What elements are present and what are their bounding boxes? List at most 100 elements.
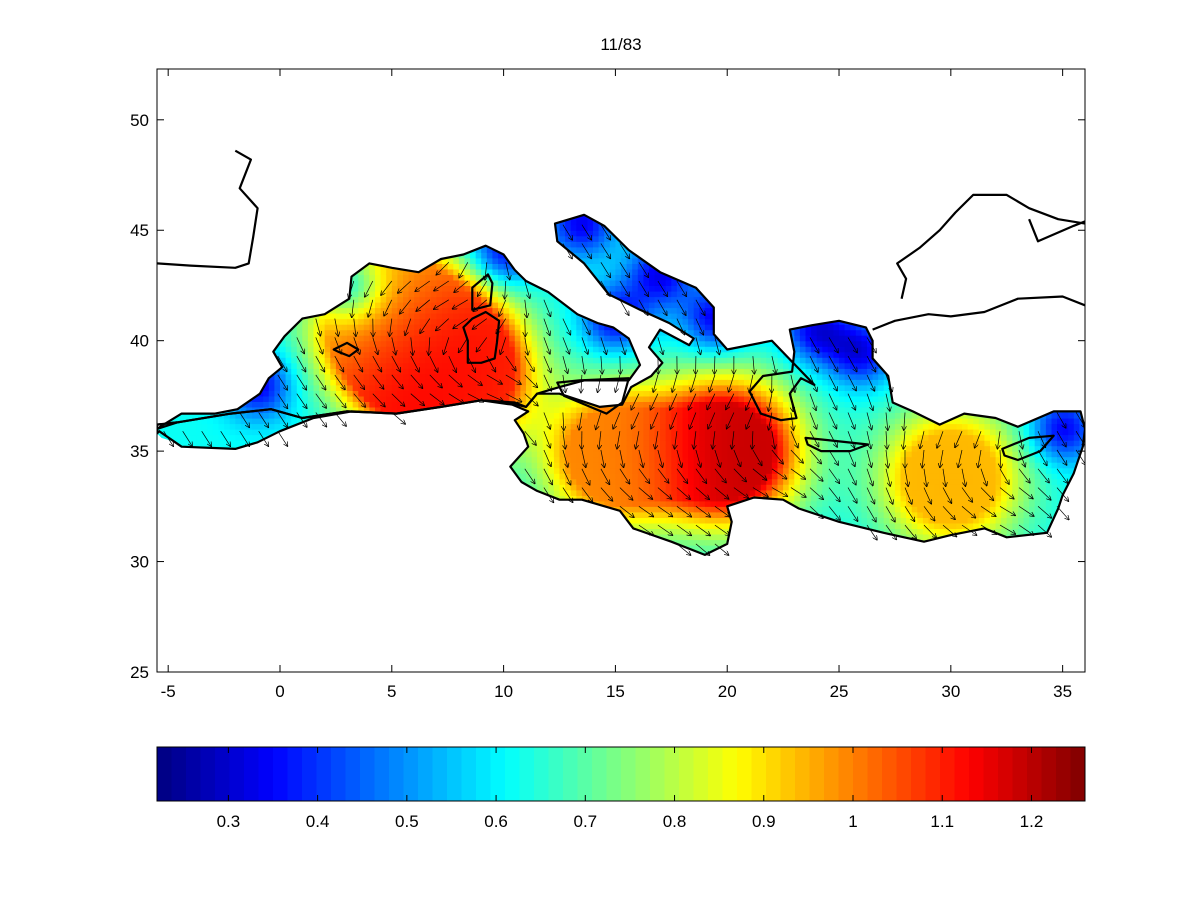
- field-cell: [542, 329, 549, 336]
- field-cell: [481, 279, 488, 286]
- field-cell: [296, 401, 303, 408]
- field-cell: [514, 335, 521, 342]
- field-cell: [537, 418, 544, 425]
- field-cell: [442, 324, 449, 331]
- field-cell: [458, 257, 466, 264]
- field-cell: [520, 296, 527, 303]
- field-cell: [458, 291, 466, 298]
- field-cell: [363, 373, 370, 380]
- field-cell: [414, 296, 421, 303]
- field-cell: [291, 406, 298, 413]
- field-cell: [380, 379, 387, 386]
- field-cell: [291, 340, 298, 347]
- field-cell: [498, 318, 505, 325]
- field-cell: [475, 335, 482, 342]
- field-cell: [358, 318, 365, 325]
- field-cell: [492, 296, 499, 303]
- field-cell: [224, 423, 231, 430]
- field-cell: [352, 401, 359, 408]
- field-cell: [520, 302, 527, 309]
- field-cell: [319, 324, 326, 331]
- field-cell: [537, 302, 544, 309]
- field-cell: [330, 324, 337, 331]
- field-cell: [347, 357, 354, 364]
- field-cell: [369, 340, 376, 347]
- field-cell: [380, 357, 387, 364]
- field-cell: [531, 285, 538, 292]
- field-cell: [296, 362, 303, 369]
- field-cell: [453, 384, 460, 391]
- field-cell: [358, 324, 365, 331]
- field-cell: [576, 412, 583, 419]
- field-cell: [470, 329, 477, 336]
- field-cell: [570, 368, 577, 375]
- field-cell: [498, 384, 505, 391]
- field-cell: [553, 478, 561, 485]
- field-cell: [307, 390, 315, 397]
- field-cell: [274, 412, 281, 419]
- field-cell: [503, 368, 510, 375]
- field-cell: [363, 368, 370, 375]
- field-cell: [542, 296, 549, 303]
- field-cell: [324, 373, 331, 380]
- field-cell: [358, 379, 365, 386]
- field-cell: [548, 434, 555, 441]
- field-cell: [285, 401, 292, 408]
- field-cell: [380, 296, 387, 303]
- field-cell: [425, 357, 432, 364]
- field-cell: [391, 335, 398, 342]
- field-cell: [565, 451, 572, 458]
- field-cell: [481, 324, 488, 331]
- field-cell: [531, 384, 538, 391]
- field-cell: [391, 307, 398, 314]
- field-cell: [403, 318, 410, 325]
- field-cell: [324, 357, 331, 364]
- field-cell: [307, 373, 315, 380]
- field-cell: [414, 324, 421, 331]
- field-cell: [363, 307, 370, 314]
- field-cell: [436, 329, 443, 336]
- field-cell: [470, 373, 477, 380]
- field-cell: [212, 429, 220, 436]
- field-cell: [235, 423, 242, 430]
- field-cell: [369, 307, 376, 314]
- field-cell: [492, 268, 499, 275]
- field-cell: [553, 340, 561, 347]
- field-cell: [447, 285, 454, 292]
- field-cell: [240, 423, 248, 430]
- field-cell: [464, 395, 471, 402]
- field-cell: [341, 373, 348, 380]
- field-cell: [542, 406, 549, 413]
- field-cell: [458, 357, 466, 364]
- field-cell: [559, 456, 566, 463]
- field-cell: [548, 484, 555, 491]
- field-cell: [369, 384, 376, 391]
- field-cell: [509, 296, 516, 303]
- field-cell: [363, 401, 370, 408]
- field-cell: [375, 268, 382, 275]
- field-cell: [464, 279, 471, 286]
- field-cell: [291, 335, 298, 342]
- field-cell: [542, 318, 549, 325]
- field-cell: [570, 373, 577, 380]
- field-cell: [363, 296, 370, 303]
- field-cell: [531, 296, 538, 303]
- field-cell: [565, 434, 572, 441]
- field-cell: [307, 351, 315, 358]
- field-cell: [520, 318, 527, 325]
- field-cell: [553, 484, 561, 491]
- field-cell: [481, 351, 488, 358]
- field-cell: [414, 318, 421, 325]
- field-cell: [481, 285, 488, 292]
- field-cell: [548, 302, 555, 309]
- field-cell: [509, 274, 516, 281]
- field-cell: [492, 335, 499, 342]
- field-cell: [285, 368, 292, 375]
- field-cell: [224, 429, 231, 436]
- field-cell: [425, 362, 432, 369]
- field-cell: [447, 340, 454, 347]
- field-cell: [296, 329, 303, 336]
- field-cell: [537, 318, 544, 325]
- field-cell: [570, 351, 577, 358]
- field-cell: [280, 340, 287, 347]
